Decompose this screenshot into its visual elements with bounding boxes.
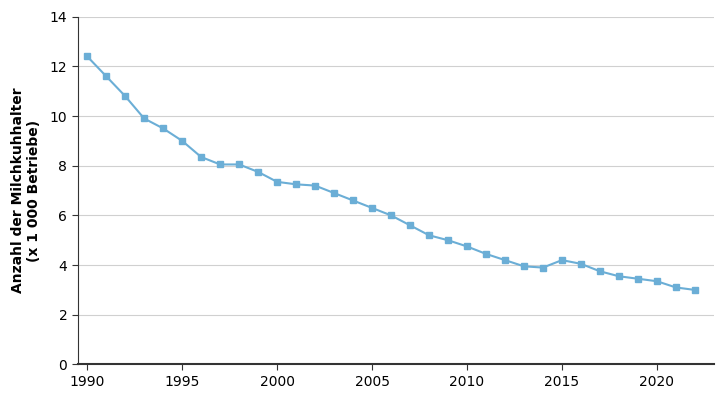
Y-axis label: Anzahl der Milchkuhhalter
(x 1 000 Betriebe): Anzahl der Milchkuhhalter (x 1 000 Betri… <box>11 88 41 293</box>
